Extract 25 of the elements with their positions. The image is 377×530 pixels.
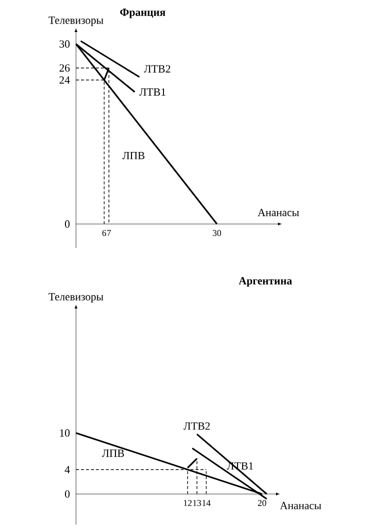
y-tick-label: 26 [60, 64, 70, 72]
series-label: ЛТВ2 [144, 65, 170, 73]
series-label: ЛТВ2 [184, 422, 210, 430]
x-tick-label: 20 [258, 500, 266, 506]
y-axis-title: Телевизоры [48, 16, 104, 26]
x-tick-label: 30 [212, 230, 222, 236]
y-tick-label: 4 [64, 466, 70, 474]
y-tick-label: 24 [60, 76, 70, 84]
x-tick-label: 14 [202, 500, 211, 506]
series-label: ЛПВ [122, 152, 144, 160]
y-tick-label: 0 [64, 220, 70, 228]
chart-title: Аргентина [238, 277, 292, 287]
series-label: ЛТВ1 [139, 88, 166, 96]
x-tick-label: 6 [102, 230, 106, 236]
x-axis-title: Ананасы [280, 502, 322, 510]
series-label: ЛПВ [102, 450, 124, 457]
y-axis-title: Телевизоры [48, 293, 104, 303]
x-tick-label: 13 [193, 500, 202, 506]
y-tick-label: 0 [64, 490, 70, 498]
y-tick-label: 10 [60, 429, 70, 437]
chart-title: Франция [120, 8, 166, 18]
x-tick-label: 12 [184, 500, 192, 506]
x-axis-title: Ананасы [258, 208, 299, 216]
x-tick-label: 7 [107, 230, 111, 236]
y-tick-label: 30 [60, 40, 70, 48]
